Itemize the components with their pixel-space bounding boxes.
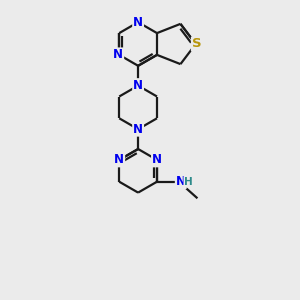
Text: N: N	[133, 123, 143, 136]
Text: N: N	[176, 175, 186, 188]
Text: N: N	[133, 79, 143, 92]
Text: H: H	[184, 177, 193, 187]
Text: N: N	[114, 153, 124, 167]
Text: N: N	[113, 48, 123, 62]
Text: S: S	[192, 38, 202, 50]
Text: N: N	[152, 153, 162, 167]
Text: N: N	[133, 16, 143, 29]
